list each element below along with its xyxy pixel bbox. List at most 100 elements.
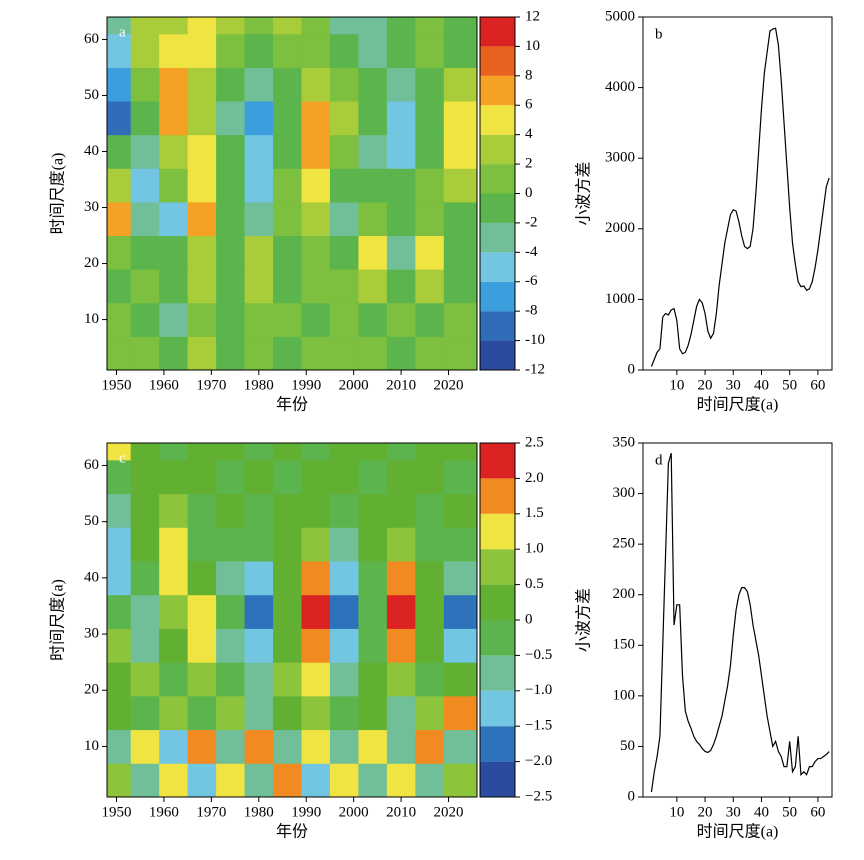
contour-cell	[187, 527, 217, 562]
contour-cell	[216, 628, 246, 663]
contour-cell	[273, 33, 302, 68]
contour-cell	[216, 561, 246, 596]
contour-cell	[187, 561, 217, 596]
contour-cell	[107, 235, 132, 270]
contour-cell	[187, 336, 217, 371]
contour-cell	[358, 729, 388, 764]
colorbar-label: -8	[525, 303, 538, 319]
colorbar-band	[480, 340, 515, 370]
contour-cell	[301, 594, 331, 629]
contour-cell	[216, 493, 246, 528]
contour-cell	[443, 561, 478, 596]
contour-cell	[159, 695, 189, 731]
contour-cell	[244, 101, 274, 136]
contour-cell	[329, 168, 359, 203]
contour-cell	[415, 269, 445, 304]
contour-cell	[244, 235, 274, 270]
x-tick-label: 2000	[339, 377, 369, 393]
contour-cell	[358, 302, 388, 337]
contour-cell	[130, 134, 160, 169]
colorbar-band	[480, 690, 515, 727]
contour-cell	[329, 662, 359, 697]
x-axis-label: 年份	[276, 823, 308, 841]
contour-cell	[329, 628, 359, 663]
contour-cell	[187, 269, 217, 304]
y-tick-label: 40	[84, 569, 99, 585]
y-tick-label: 5000	[605, 8, 635, 24]
y-axis-label: 小波方差	[575, 588, 593, 652]
contour-cell	[301, 101, 331, 136]
y-tick-label: 200	[613, 586, 636, 602]
y-axis-label: 时间尺度(a)	[49, 579, 67, 661]
colorbar-band	[480, 75, 515, 106]
contour-cell	[301, 302, 331, 337]
contour-cell	[273, 67, 302, 102]
contour-cell	[329, 201, 359, 237]
contour-cell	[329, 17, 359, 35]
panel-label: b	[655, 26, 663, 42]
contour-cell	[187, 695, 217, 731]
contour-cell	[329, 763, 359, 798]
contour-cell	[130, 269, 160, 304]
contour-cell	[159, 527, 189, 562]
colorbar-band	[480, 222, 515, 253]
x-tick-label: 1960	[149, 804, 179, 820]
contour-cell	[386, 763, 416, 798]
contour-cell	[216, 729, 246, 764]
contour-cell	[415, 695, 445, 731]
contour-cell	[415, 662, 445, 697]
contour-cell	[216, 443, 246, 461]
y-tick-label: 250	[613, 536, 636, 552]
contour-cell	[358, 101, 388, 136]
contour-cell	[386, 695, 416, 731]
contour-cell	[301, 493, 331, 528]
contour-cell	[358, 594, 388, 629]
contour-cell	[386, 269, 416, 304]
contour-cell	[244, 17, 274, 35]
colorbar-band	[480, 311, 515, 341]
contour-cell	[107, 269, 132, 304]
colorbar-label: 1.5	[525, 505, 544, 521]
x-axis-label: 年份	[276, 396, 308, 414]
contour-cell	[216, 33, 246, 68]
contour-cell	[329, 561, 359, 596]
contour-cell	[216, 527, 246, 562]
contour-cell	[415, 235, 445, 270]
contour-cell	[415, 561, 445, 596]
colorbar-band	[480, 655, 515, 691]
contour-cell	[301, 443, 331, 461]
contour-cell	[244, 493, 274, 528]
contour-cell	[130, 17, 160, 35]
contour-cell	[273, 302, 302, 337]
x-tick-label: 50	[782, 804, 797, 820]
y-tick-label: 50	[84, 87, 99, 103]
contour-cell	[415, 67, 445, 102]
contour-cell	[216, 101, 246, 136]
colorbar-label: -6	[525, 273, 538, 289]
contour-cell	[443, 493, 478, 528]
colorbar-label: -2	[525, 214, 538, 230]
contour-cell	[244, 168, 274, 203]
contour-cell	[216, 67, 246, 102]
colorbar-band	[480, 443, 515, 479]
x-tick-label: 1990	[291, 804, 321, 820]
contour-cell	[443, 235, 478, 270]
contour-cell	[216, 269, 246, 304]
colorbar-label: −1.5	[525, 718, 552, 734]
contour-cell	[415, 168, 445, 203]
contour-cell	[301, 168, 331, 203]
contour-cell	[216, 336, 246, 371]
contour-cell	[273, 269, 302, 304]
colorbar-label: 0	[525, 185, 533, 201]
contour-cell	[244, 33, 274, 68]
contour-cell	[273, 235, 302, 270]
contour-cell	[130, 594, 160, 629]
contour-cell	[159, 67, 189, 102]
plot-frame	[106, 442, 478, 798]
contour-cell	[329, 269, 359, 304]
contour-cell	[159, 168, 189, 203]
x-tick-label: 1980	[244, 377, 274, 393]
contour-cell	[273, 628, 302, 663]
y-tick-label: 4000	[605, 79, 635, 95]
